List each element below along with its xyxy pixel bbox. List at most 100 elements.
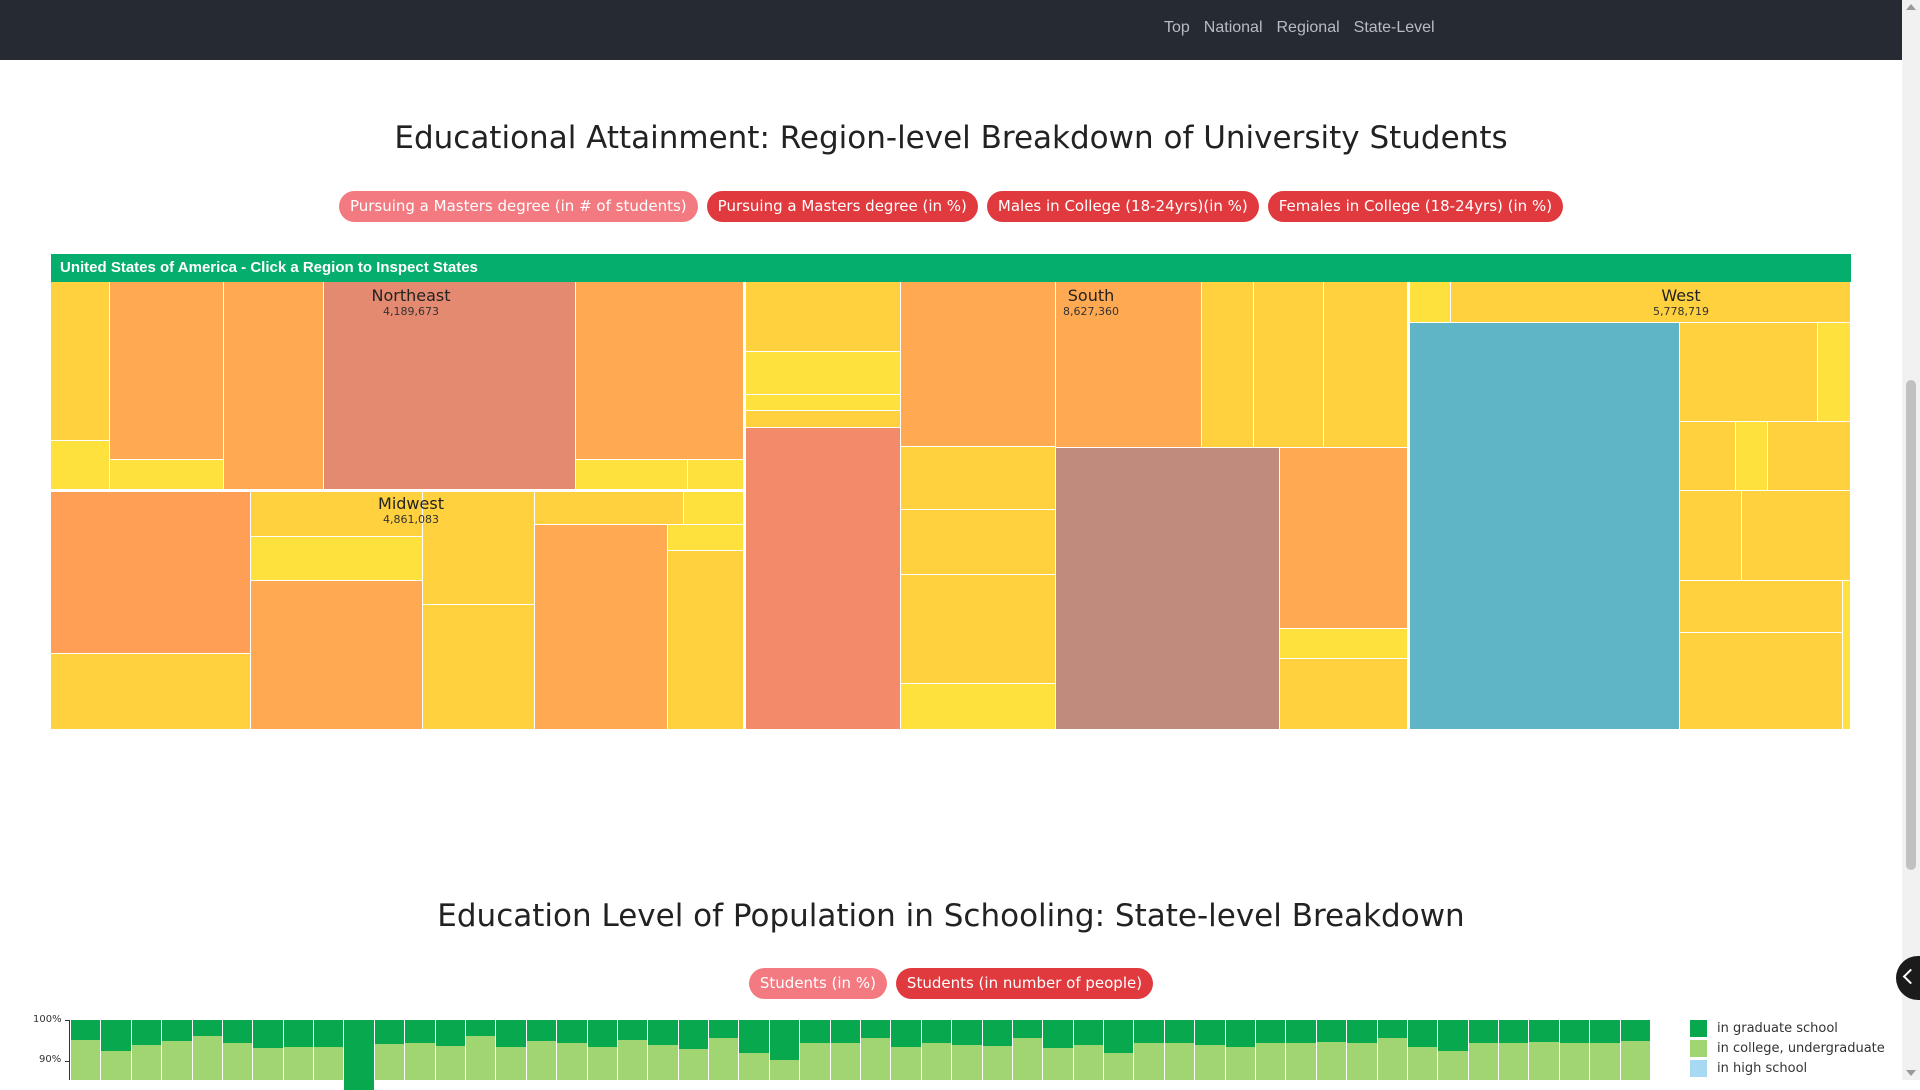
state-bar[interactable] xyxy=(587,1020,618,1080)
state-bar[interactable] xyxy=(1620,1020,1651,1080)
treemap-state-cell[interactable] xyxy=(1280,659,1408,730)
state-bar[interactable] xyxy=(1438,1020,1469,1080)
treemap-state-cell[interactable] xyxy=(51,282,110,441)
treemap-state-cell[interactable] xyxy=(535,525,668,730)
males-college-button[interactable]: Males in College (18-24yrs)(in %) xyxy=(986,191,1259,222)
state-bar[interactable] xyxy=(1499,1020,1530,1080)
masters-percent-button[interactable]: Pursuing a Masters degree (in %) xyxy=(706,191,978,222)
state-bar[interactable] xyxy=(374,1020,406,1080)
state-bar[interactable] xyxy=(1164,1020,1196,1080)
state-bar[interactable] xyxy=(830,1020,861,1080)
state-bar[interactable] xyxy=(71,1020,102,1080)
treemap-state-cell[interactable] xyxy=(1451,282,1851,323)
state-bar[interactable] xyxy=(1012,1020,1044,1080)
state-bar[interactable] xyxy=(921,1020,953,1080)
state-bar[interactable] xyxy=(314,1020,345,1080)
state-bar[interactable] xyxy=(1134,1020,1165,1080)
state-bar[interactable] xyxy=(739,1020,770,1080)
state-bar[interactable] xyxy=(891,1020,922,1080)
scroll-up-arrow-icon[interactable] xyxy=(1906,4,1916,10)
treemap-state-cell[interactable] xyxy=(51,441,110,490)
treemap-state-cell[interactable] xyxy=(535,492,684,525)
state-bar[interactable] xyxy=(1590,1020,1621,1080)
state-bar[interactable] xyxy=(617,1020,649,1080)
treemap-state-cell[interactable] xyxy=(1680,422,1736,491)
treemap-state-cell[interactable] xyxy=(251,492,423,537)
treemap-state-cell[interactable] xyxy=(224,282,324,490)
treemap-state-cell[interactable] xyxy=(1324,282,1408,448)
state-bar[interactable] xyxy=(283,1020,315,1080)
treemap-state-cell[interactable] xyxy=(1410,323,1680,730)
state-bar[interactable] xyxy=(1559,1020,1591,1080)
treemap-state-cell[interactable] xyxy=(1410,282,1451,323)
treemap-state-cell[interactable] xyxy=(901,447,1056,510)
treemap-state-cell[interactable] xyxy=(1742,491,1851,581)
state-bar[interactable] xyxy=(952,1020,983,1080)
students-percent-button[interactable]: Students (in %) xyxy=(748,968,887,999)
state-bar[interactable] xyxy=(709,1020,740,1080)
treemap-state-cell[interactable] xyxy=(110,460,224,490)
treemap-state-cell[interactable] xyxy=(1768,422,1851,491)
nav-link-top[interactable]: Top xyxy=(1164,19,1190,36)
state-bar[interactable] xyxy=(222,1020,254,1080)
treemap-state-cell[interactable] xyxy=(51,654,251,730)
state-bar[interactable] xyxy=(344,1020,375,1090)
state-bar[interactable] xyxy=(648,1020,679,1080)
state-bar[interactable] xyxy=(131,1020,163,1080)
masters-count-button[interactable]: Pursuing a Masters degree (in # of stude… xyxy=(338,191,698,222)
treemap-state-cell[interactable] xyxy=(1280,448,1408,629)
treemap-state-cell[interactable] xyxy=(668,525,744,551)
state-bar[interactable] xyxy=(162,1020,193,1080)
treemap-state-cell[interactable] xyxy=(1280,629,1408,659)
state-bar[interactable] xyxy=(1316,1020,1348,1080)
state-bar[interactable] xyxy=(466,1020,497,1080)
state-bar[interactable] xyxy=(982,1020,1013,1080)
treemap-state-cell[interactable] xyxy=(110,282,224,460)
treemap-state-cell[interactable] xyxy=(251,537,423,581)
state-bar[interactable] xyxy=(496,1020,527,1080)
state-bar[interactable] xyxy=(861,1020,892,1080)
state-bar[interactable] xyxy=(1073,1020,1105,1080)
treemap-state-cell[interactable] xyxy=(423,492,535,605)
state-bar[interactable] xyxy=(435,1020,466,1080)
state-bar[interactable] xyxy=(1286,1020,1317,1080)
treemap-state-cell[interactable] xyxy=(901,684,1056,730)
treemap-state-cell[interactable] xyxy=(1056,282,1202,448)
scroll-thumb[interactable] xyxy=(1906,380,1916,870)
treemap-state-cell[interactable] xyxy=(684,492,744,525)
treemap-state-cell[interactable] xyxy=(1680,323,1818,422)
state-bar[interactable] xyxy=(1225,1020,1256,1080)
state-bar[interactable] xyxy=(1377,1020,1408,1080)
treemap-state-cell[interactable] xyxy=(576,460,688,490)
nav-link-state-level[interactable]: State-Level xyxy=(1353,19,1435,36)
treemap-state-cell[interactable] xyxy=(1056,448,1280,730)
treemap-state-cell[interactable] xyxy=(746,282,901,352)
treemap-state-cell[interactable] xyxy=(324,282,576,490)
state-bar[interactable] xyxy=(1104,1020,1135,1080)
page-scrollbar[interactable] xyxy=(1902,0,1920,1080)
state-bar[interactable] xyxy=(1195,1020,1226,1080)
females-college-button[interactable]: Females in College (18-24yrs) (in %) xyxy=(1267,191,1564,222)
nav-link-national[interactable]: National xyxy=(1203,19,1263,36)
treemap-state-cell[interactable] xyxy=(423,605,535,730)
state-bar[interactable] xyxy=(101,1020,132,1080)
treemap-state-cell[interactable] xyxy=(1254,282,1324,448)
state-bar[interactable] xyxy=(678,1020,710,1080)
state-bar[interactable] xyxy=(1256,1020,1287,1080)
treemap-state-cell[interactable] xyxy=(1202,282,1254,448)
treemap-state-cell[interactable] xyxy=(51,492,251,654)
scroll-down-arrow-icon[interactable] xyxy=(1906,1070,1916,1076)
treemap-header-usa[interactable]: United States of America - Click a Regio… xyxy=(51,254,1851,282)
treemap-state-cell[interactable] xyxy=(668,551,744,730)
treemap-state-cell[interactable] xyxy=(251,581,423,730)
treemap-state-cell[interactable] xyxy=(688,460,744,490)
treemap-state-cell[interactable] xyxy=(1736,422,1768,491)
state-bar[interactable] xyxy=(526,1020,558,1080)
state-bar[interactable] xyxy=(800,1020,831,1080)
state-bar[interactable] xyxy=(1407,1020,1439,1080)
treemap-state-cell[interactable] xyxy=(1818,323,1851,422)
treemap-state-cell[interactable] xyxy=(746,352,901,395)
treemap-state-cell[interactable] xyxy=(1843,581,1851,730)
treemap-state-cell[interactable] xyxy=(1680,633,1843,730)
treemap-state-cell[interactable] xyxy=(901,282,1056,447)
